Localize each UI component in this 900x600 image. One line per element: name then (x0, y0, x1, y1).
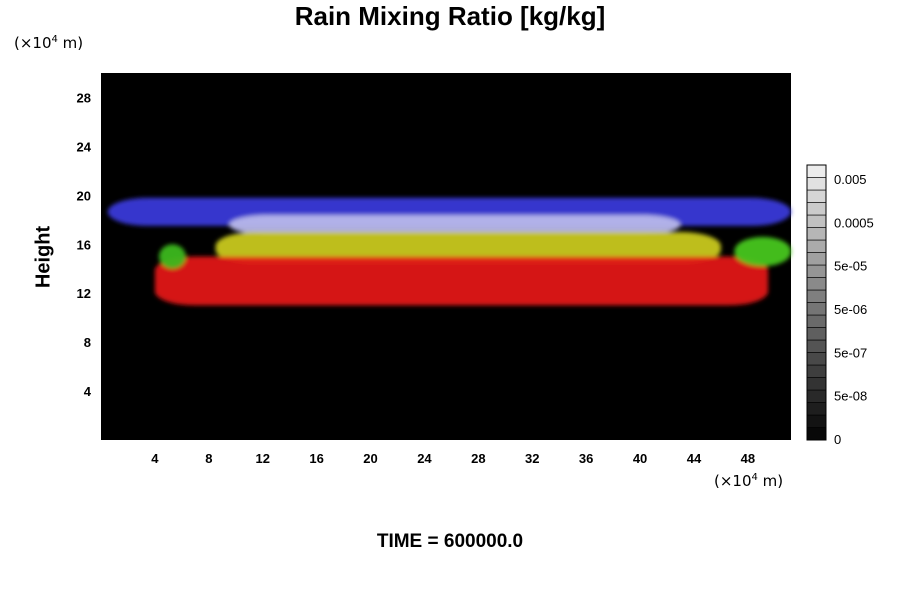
x-axis-unit: (×104 m) (714, 472, 783, 490)
colorbar-step (806, 189, 827, 203)
colorbar-step (806, 364, 827, 378)
colorbar-step (806, 414, 827, 428)
colorbar-frame (806, 164, 827, 441)
x-axis-ticks: 4 8 12 16 20 24 28 32 36 40 44 48 (151, 451, 755, 466)
x-tick-label: 48 (741, 451, 755, 466)
x-tick-label: 28 (471, 451, 485, 466)
y-tick-label: 12 (77, 286, 91, 301)
x-tick-label: 16 (309, 451, 323, 466)
colorbar-label: 5e-07 (834, 345, 867, 360)
band-red (154, 256, 769, 306)
x-tick-label: 32 (525, 451, 539, 466)
colorbar-step (806, 164, 827, 178)
colorbar-label: 5e-08 (834, 389, 867, 404)
colorbar-step (806, 214, 827, 228)
y-tick-label: 16 (77, 237, 91, 252)
y-unit-tail: m) (57, 34, 84, 52)
colorbar-step (806, 177, 827, 191)
y-axis-unit: (×104 m) (14, 34, 83, 52)
y-axis-ticks: 4 8 12 16 20 24 28 (77, 90, 92, 399)
colorbar-step (806, 239, 827, 253)
time-label: TIME = 600000.0 (376, 531, 524, 552)
y-tick-label: 24 (77, 139, 92, 154)
colorbar-label: 0.005 (834, 172, 867, 187)
colorbar: 0.005 0.0005 5e-05 5e-06 5e-07 5e-08 0 (806, 164, 874, 447)
colorbar-step (806, 302, 827, 316)
colorbar-step (806, 402, 827, 416)
colorbar-step (806, 327, 827, 341)
colorbar-label: 5e-05 (834, 259, 867, 274)
chart-title: Rain Mixing Ratio [kg/kg] (294, 1, 606, 31)
colorbar-step (806, 427, 827, 441)
colorbar-step (806, 352, 827, 366)
y-tick-label: 20 (77, 188, 91, 203)
colorbar-step (806, 377, 827, 391)
colorbar-step (806, 277, 827, 291)
x-tick-label: 40 (633, 451, 647, 466)
colorbar-label: 5e-06 (834, 302, 867, 317)
colorbar-step (806, 339, 827, 353)
band-yellow (215, 232, 721, 264)
colorbar-step (806, 227, 827, 241)
x-unit-exponent: 4 (751, 472, 758, 483)
y-tick-label: 8 (84, 335, 91, 350)
x-tick-label: 44 (687, 451, 702, 466)
band-lavender (229, 214, 681, 235)
y-tick-label: 28 (77, 90, 91, 105)
x-tick-label: 4 (151, 451, 159, 466)
colorbar-step (806, 264, 827, 278)
x-tick-label: 8 (205, 451, 212, 466)
colorbar-label: 0.0005 (834, 215, 874, 230)
y-unit-exponent: 4 (51, 34, 58, 45)
colorbar-step (806, 252, 827, 266)
band-green-right (734, 236, 791, 267)
band-green-left (158, 244, 186, 269)
colorbar-step (806, 389, 827, 403)
x-tick-label: 36 (579, 451, 593, 466)
x-tick-label: 24 (417, 451, 432, 466)
y-unit-base: (×10 (14, 34, 52, 52)
y-tick-label: 4 (84, 384, 92, 399)
x-unit-tail: m) (757, 472, 784, 490)
colorbar-step (806, 289, 827, 303)
colorbar-step (806, 202, 827, 216)
x-tick-label: 20 (363, 451, 377, 466)
colorbar-label: 0 (834, 432, 841, 447)
rain-field (107, 197, 791, 306)
x-unit-base: (×10 (714, 472, 752, 490)
x-tick-label: 12 (255, 451, 269, 466)
colorbar-step (806, 314, 827, 328)
